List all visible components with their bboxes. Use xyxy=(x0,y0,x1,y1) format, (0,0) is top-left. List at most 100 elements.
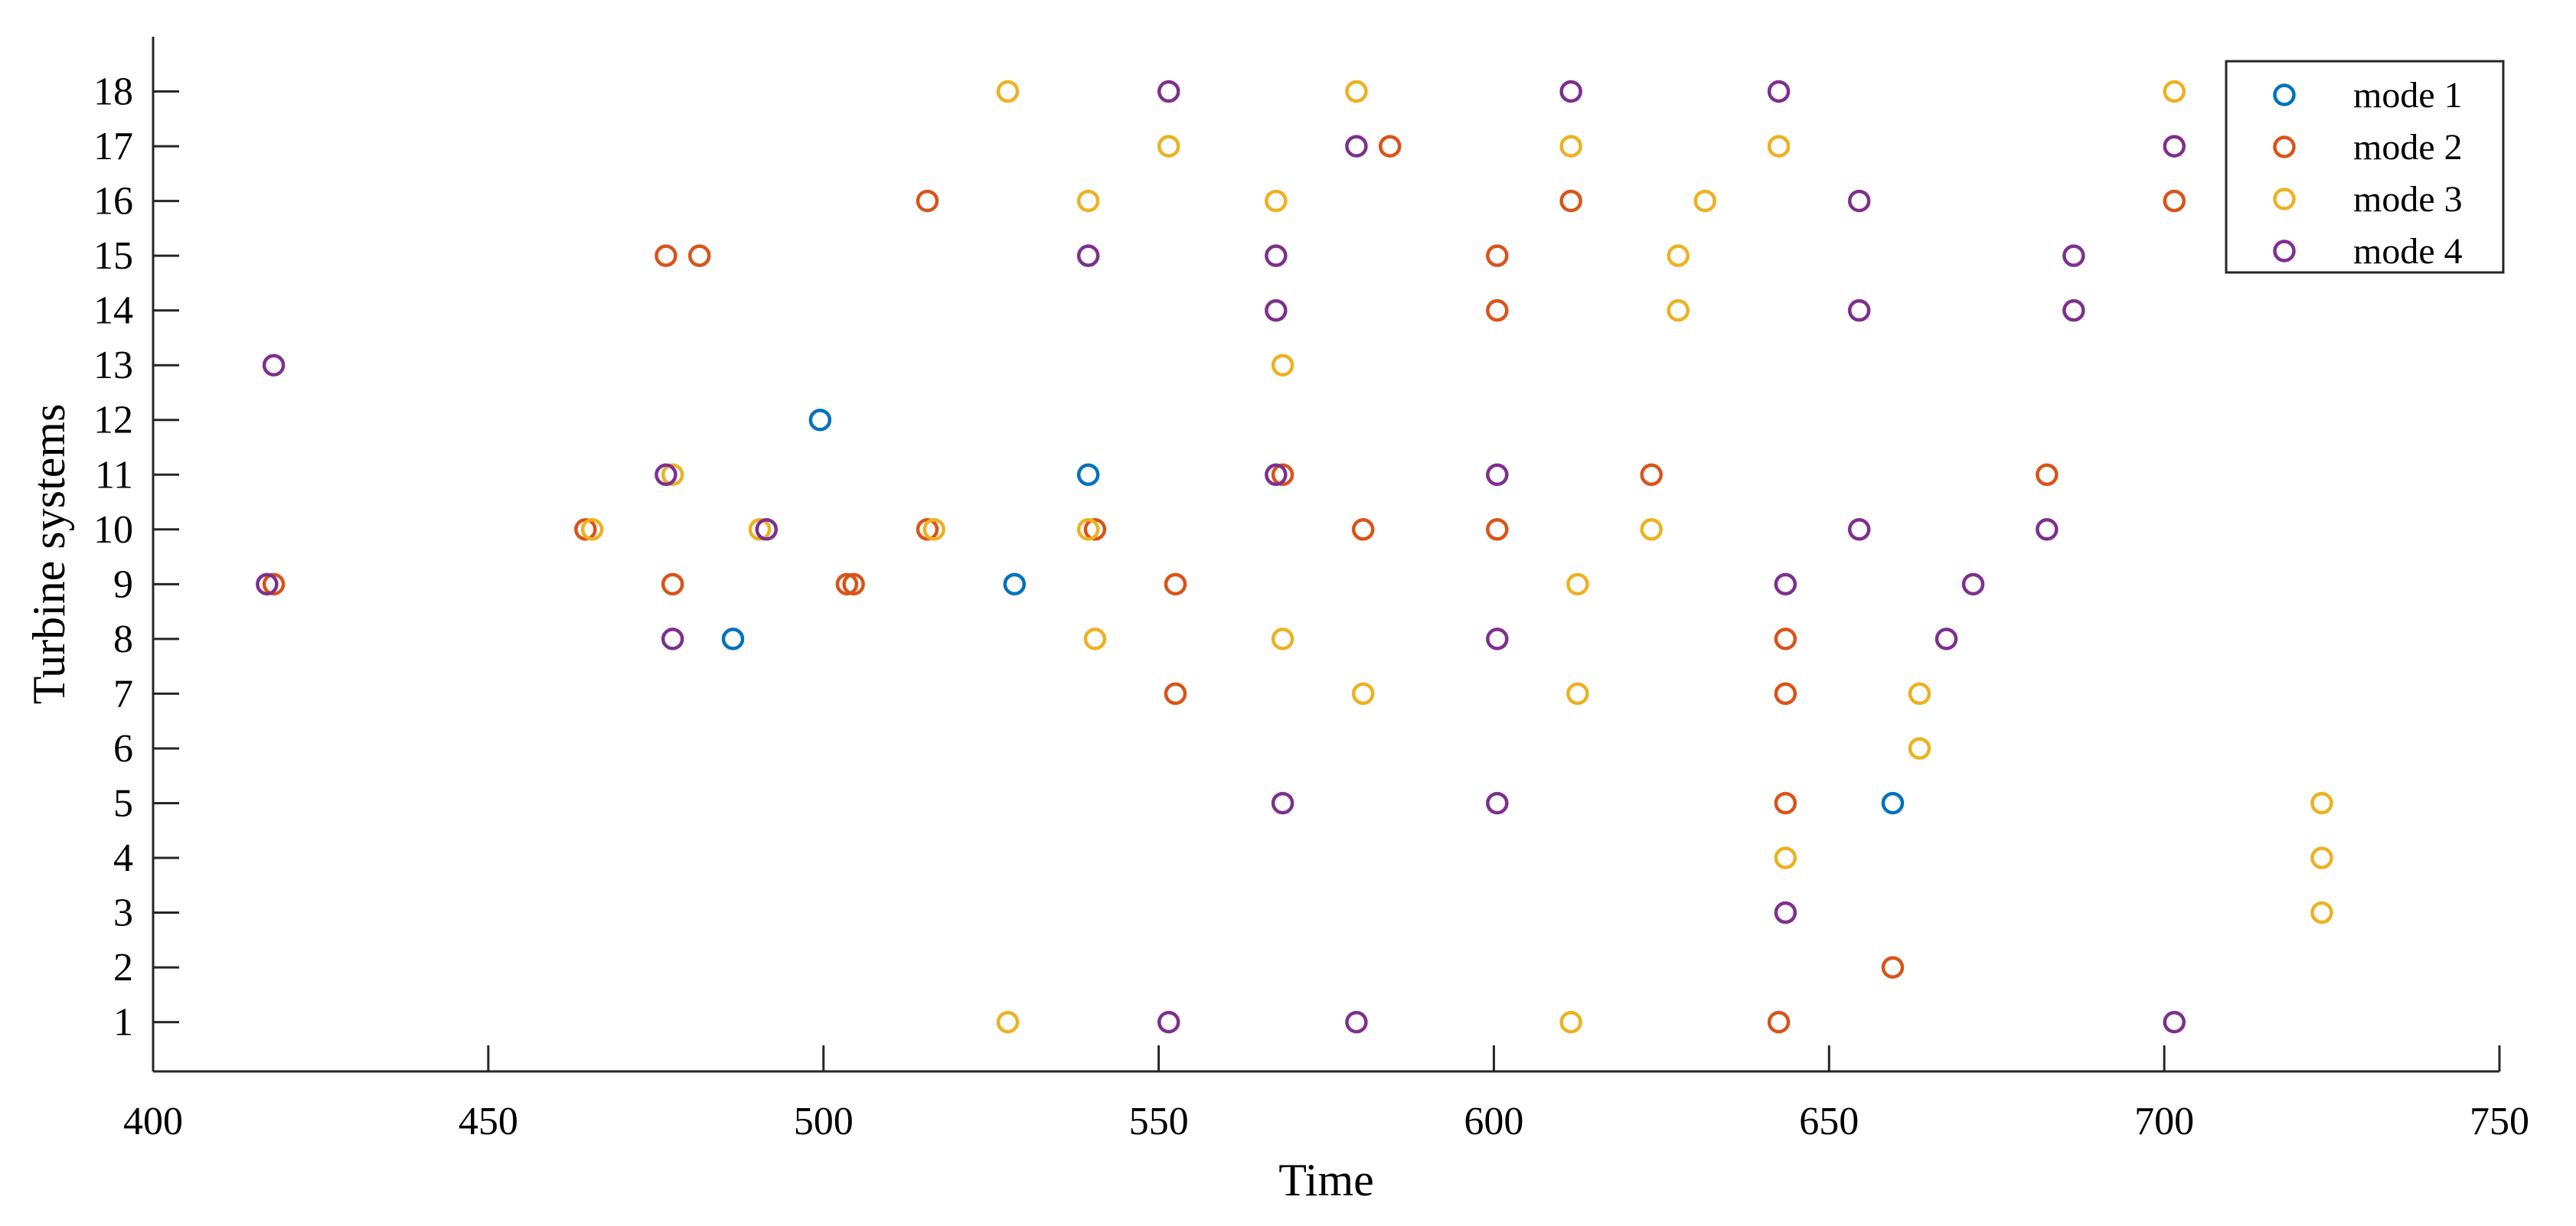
y-tick-label: 14 xyxy=(93,289,133,333)
data-point xyxy=(1566,572,1589,596)
data-point xyxy=(1486,628,1509,650)
data-point xyxy=(1271,463,1295,487)
data-point xyxy=(748,518,772,541)
y-tick-label: 8 xyxy=(113,618,133,661)
data-point xyxy=(1640,463,1663,487)
data-point xyxy=(835,572,859,596)
data-point xyxy=(655,463,677,487)
data-point xyxy=(1083,628,1107,650)
data-point xyxy=(1271,791,1295,815)
legend-label: mode 4 xyxy=(2353,231,2463,272)
data-point xyxy=(661,628,684,650)
data-point xyxy=(1774,682,1797,706)
y-tick-label: 6 xyxy=(113,727,133,771)
data-point xyxy=(1881,791,1905,815)
x-tick-label: 650 xyxy=(1799,1100,1859,1143)
data-point xyxy=(2163,80,2186,103)
data-point xyxy=(1345,1010,1368,1034)
data-point xyxy=(1908,682,1931,706)
data-point xyxy=(1351,682,1375,706)
data-points xyxy=(256,80,2333,1034)
x-tick-label: 700 xyxy=(2134,1100,2194,1143)
data-point xyxy=(1378,135,1402,158)
data-point xyxy=(1486,518,1509,541)
data-point xyxy=(1774,846,1797,869)
y-tick-label: 9 xyxy=(113,562,133,606)
data-point xyxy=(655,244,677,267)
y-tick-label: 17 xyxy=(93,125,133,168)
data-point xyxy=(1774,628,1797,650)
data-point xyxy=(1667,298,1690,322)
data-point xyxy=(2163,135,2186,158)
data-point xyxy=(1767,1010,1791,1034)
data-point xyxy=(1559,189,1582,213)
data-point xyxy=(2310,901,2333,924)
x-tick-label: 400 xyxy=(123,1100,183,1143)
data-point xyxy=(1164,682,1187,706)
data-point xyxy=(262,354,286,377)
data-point xyxy=(755,518,779,541)
data-point xyxy=(1003,572,1027,596)
data-point xyxy=(2163,1010,2186,1034)
data-point xyxy=(996,1010,1020,1034)
data-point xyxy=(580,518,604,541)
data-point xyxy=(2062,244,2085,267)
data-point xyxy=(1271,628,1295,650)
y-axis-title: Turbine systems xyxy=(24,404,74,705)
data-point xyxy=(1157,1010,1180,1034)
y-tick-label: 12 xyxy=(93,399,133,442)
data-point xyxy=(262,572,286,596)
data-point xyxy=(661,463,684,487)
data-point xyxy=(1083,518,1107,541)
axes xyxy=(152,37,2499,1073)
y-tick-label: 11 xyxy=(95,453,133,497)
data-point xyxy=(1486,244,1509,267)
data-point xyxy=(842,572,865,596)
data-point xyxy=(1164,572,1187,596)
data-point xyxy=(256,572,279,596)
data-point xyxy=(1157,80,1180,103)
y-tick-label: 4 xyxy=(113,836,133,880)
series-3 xyxy=(580,80,2333,1034)
x-tick-label: 600 xyxy=(1464,1100,1523,1143)
legend-label: mode 2 xyxy=(2353,127,2463,168)
y-tick-label: 16 xyxy=(93,180,133,223)
data-point xyxy=(1076,244,1100,267)
data-point xyxy=(1345,80,1368,103)
y-tick-label: 15 xyxy=(93,234,133,278)
data-point xyxy=(1076,189,1100,213)
data-point xyxy=(1486,463,1509,487)
y-tick-label: 2 xyxy=(113,946,133,990)
data-point xyxy=(1774,572,1797,596)
data-point xyxy=(1559,1010,1582,1034)
data-point xyxy=(1847,189,1871,213)
data-point xyxy=(1345,135,1368,158)
x-tick-label: 750 xyxy=(2470,1100,2529,1143)
data-point xyxy=(1667,244,1690,267)
data-point xyxy=(1559,80,1582,103)
data-point xyxy=(1640,518,1663,541)
data-point xyxy=(1157,135,1180,158)
data-point xyxy=(1076,518,1100,541)
y-tick-label: 18 xyxy=(93,70,133,114)
data-point xyxy=(2036,518,2059,541)
data-point xyxy=(1934,628,1958,650)
data-point xyxy=(1908,737,1931,760)
data-point xyxy=(1076,463,1100,487)
data-point xyxy=(574,518,597,541)
y-tick-label: 5 xyxy=(113,781,133,825)
y-tick-label: 1 xyxy=(113,1001,133,1045)
data-point xyxy=(721,628,745,650)
data-point xyxy=(661,572,684,596)
series-4 xyxy=(256,80,2186,1034)
data-point xyxy=(1265,463,1288,487)
series-1 xyxy=(721,408,1905,815)
data-point xyxy=(1265,189,1288,213)
data-point xyxy=(2062,298,2085,322)
data-point xyxy=(1774,901,1797,924)
data-point xyxy=(916,189,939,213)
data-point xyxy=(1271,354,1295,377)
data-point xyxy=(1566,682,1589,706)
data-point xyxy=(1881,956,1905,979)
data-point xyxy=(916,518,939,541)
